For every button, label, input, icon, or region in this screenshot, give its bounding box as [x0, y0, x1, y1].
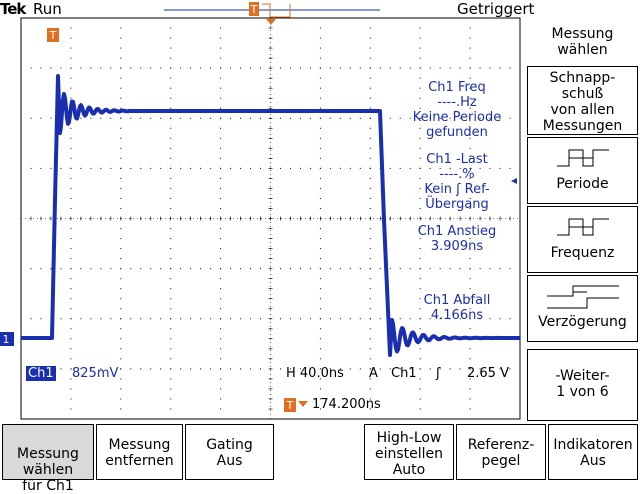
- period-icon: [556, 149, 609, 167]
- svg-text:T: T: [250, 3, 258, 16]
- measurement-ch1-duty: Ch1 -Last ----.% Kein ʃ Ref- Übergang: [424, 152, 490, 212]
- trigger-state: Getriggert: [457, 0, 535, 18]
- delay-icon: [546, 285, 619, 309]
- delay-label: Verzögerung: [538, 314, 627, 330]
- frequency-icon: [556, 218, 609, 236]
- acquisition-mode: A: [369, 366, 378, 381]
- timebase-readout: H 40.0ns: [286, 366, 344, 381]
- ch1-ground-marker: [0, 332, 14, 346]
- brand-label: Tek: [0, 0, 26, 18]
- trigger-marker-left: [47, 28, 59, 42]
- oscilloscope-display: T T 1 T: [0, 2, 521, 420]
- snapshot-all-measurements-button[interactable]: Schnapp- schuß von allen Messungen: [527, 66, 638, 135]
- reference-levels-button[interactable]: Referenz- pegel: [456, 424, 546, 480]
- trigger-level: 2.65 V: [467, 366, 509, 381]
- select-measurement-ch1-button[interactable]: Messung wählen für Ch1: [2, 424, 94, 494]
- side-menu: Messung wählen Schnapp- schuß von allen …: [527, 26, 640, 424]
- side-menu-title: Messung wählen: [551, 26, 614, 58]
- svg-text:1: 1: [3, 333, 10, 346]
- period-button[interactable]: Periode: [527, 137, 638, 204]
- select-measurement-label: Messung wählen für Ch1: [17, 446, 79, 494]
- trigger-slope-icon: ʃ: [436, 366, 441, 381]
- svg-text:T: T: [49, 29, 57, 42]
- frequency-button[interactable]: Frequenz: [527, 206, 638, 273]
- indicators-button[interactable]: Indikatoren Aus: [548, 424, 638, 480]
- volts-per-div: 825mV: [72, 366, 119, 381]
- delay-button[interactable]: Verzögerung: [527, 275, 638, 342]
- ch1-waveform: [20, 74, 521, 357]
- trigger-position-indicator: [249, 2, 259, 16]
- acquisition-state: Run: [33, 0, 62, 18]
- measurement-ch1-fall: Ch1 Abfall 4.166ns: [423, 293, 491, 323]
- trigger-level-arrow: [511, 178, 517, 184]
- svg-text:T: T: [286, 399, 294, 412]
- gating-button[interactable]: Gating Aus: [185, 424, 274, 480]
- more-button[interactable]: -Weiter- 1 von 6: [527, 349, 638, 421]
- measurement-ch1-rise: Ch1 Anstieg 3.909ns: [417, 224, 497, 254]
- trigger-position-readout: 174.200ns: [312, 397, 381, 412]
- frequency-label: Frequenz: [550, 245, 615, 261]
- record-bracket: [262, 3, 291, 18]
- high-low-setup-button[interactable]: High-Low einstellen Auto: [364, 424, 454, 480]
- measurement-ch1-freq: Ch1 Freq ----.Hz Keine Periode gefunden: [412, 80, 502, 140]
- period-label: Periode: [556, 176, 609, 192]
- graticule-grid: [20, 17, 520, 420]
- remove-measurement-button[interactable]: Messung entfernen: [96, 424, 183, 480]
- channel-indicator: Ch1: [26, 366, 56, 381]
- trigger-source: Ch1: [391, 366, 417, 381]
- trigger-point-marker: [266, 19, 276, 25]
- trigger-readout-marker: [284, 398, 296, 412]
